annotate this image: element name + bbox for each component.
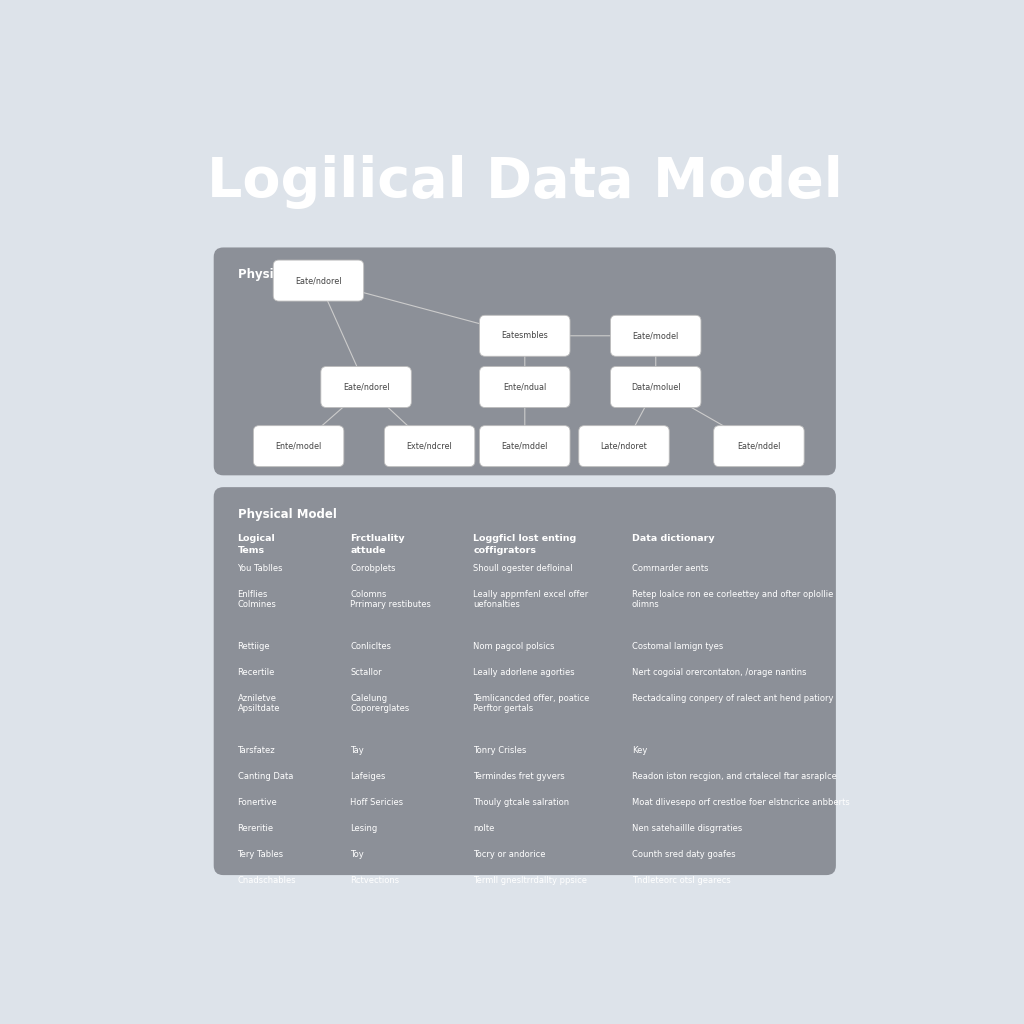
Text: Eate/model: Eate/model — [633, 332, 679, 340]
Text: Comrnarder aents: Comrnarder aents — [632, 563, 709, 572]
Text: Ente/model: Ente/model — [275, 441, 322, 451]
Text: Rectadcaling conpery of ralect ant hend patiory: Rectadcaling conpery of ralect ant hend … — [632, 693, 834, 702]
Text: Eate/ndorel: Eate/ndorel — [343, 383, 389, 391]
Text: Late/ndoret: Late/ndoret — [601, 441, 647, 451]
Text: Frctluality
attude: Frctluality attude — [350, 535, 404, 555]
Text: Thouly gtcale salration: Thouly gtcale salration — [473, 798, 569, 807]
Text: Physical Model: Physical Model — [238, 268, 337, 281]
Text: Temlicancded offer, poatice
Perftor gertals: Temlicancded offer, poatice Perftor gert… — [473, 693, 590, 714]
Text: Ente/ndual: Ente/ndual — [503, 383, 547, 391]
Text: Loggficl lost enting
coffigrators: Loggficl lost enting coffigrators — [473, 535, 577, 555]
Text: Moat dlivesepo orf crestloe foer elstncrice anbberts: Moat dlivesepo orf crestloe foer elstncr… — [632, 798, 850, 807]
Text: Tonry Crisles: Tonry Crisles — [473, 745, 526, 755]
Text: Eatesmbles: Eatesmbles — [502, 332, 548, 340]
Text: Cnadschables: Cnadschables — [238, 876, 296, 885]
FancyBboxPatch shape — [479, 426, 570, 467]
Text: Rettiige: Rettiige — [238, 642, 270, 650]
Text: Eate/ndorel: Eate/ndorel — [295, 276, 342, 285]
Text: Nert cogoial orercontaton, /orage nantins: Nert cogoial orercontaton, /orage nantin… — [632, 668, 807, 677]
FancyBboxPatch shape — [384, 426, 475, 467]
FancyBboxPatch shape — [610, 315, 701, 356]
FancyBboxPatch shape — [579, 426, 670, 467]
Text: Lafeiges: Lafeiges — [350, 772, 386, 780]
FancyBboxPatch shape — [253, 426, 344, 467]
Text: Leally apprnfenl excel offer
uefonalties: Leally apprnfenl excel offer uefonalties — [473, 590, 589, 609]
Text: Readon iston recgion, and crtalecel ftar asraplce: Readon iston recgion, and crtalecel ftar… — [632, 772, 837, 780]
Text: Nom pagcol polsics: Nom pagcol polsics — [473, 642, 555, 650]
Text: Azniletve
Apsiltdate: Azniletve Apsiltdate — [238, 693, 280, 714]
Text: Conlicltes: Conlicltes — [350, 642, 391, 650]
FancyBboxPatch shape — [714, 426, 804, 467]
Text: Termindes fret gyvers: Termindes fret gyvers — [473, 772, 565, 780]
Text: Eate/mddel: Eate/mddel — [502, 441, 548, 451]
Text: nolte: nolte — [473, 824, 495, 833]
Text: Toy: Toy — [350, 850, 364, 859]
Text: Rctvections: Rctvections — [350, 876, 399, 885]
Text: Colomns
Prrimary restibutes: Colomns Prrimary restibutes — [350, 590, 431, 609]
Text: Data dictionary: Data dictionary — [632, 535, 715, 544]
Text: Exte/ndcrel: Exte/ndcrel — [407, 441, 453, 451]
Text: Recertile: Recertile — [238, 668, 274, 677]
Text: Sctallor: Sctallor — [350, 668, 382, 677]
Text: Canting Data: Canting Data — [238, 772, 293, 780]
Text: Leally adorlene agorties: Leally adorlene agorties — [473, 668, 574, 677]
Text: Logilical Data Model: Logilical Data Model — [207, 155, 843, 209]
Text: Fonertive: Fonertive — [238, 798, 278, 807]
Text: Logical
Tems: Logical Tems — [238, 535, 275, 555]
Text: Physical Model: Physical Model — [238, 508, 337, 520]
Text: Tay: Tay — [350, 745, 364, 755]
Text: Termll gnesltrrdallty ppsice: Termll gnesltrrdallty ppsice — [473, 876, 587, 885]
Text: Tocry or andorice: Tocry or andorice — [473, 850, 546, 859]
Text: Tndleteorc otsl gearecs: Tndleteorc otsl gearecs — [632, 876, 731, 885]
Text: Nen satehaillle disgrraties: Nen satehaillle disgrraties — [632, 824, 742, 833]
FancyBboxPatch shape — [273, 260, 364, 301]
Text: Hoff Sericies: Hoff Sericies — [350, 798, 403, 807]
Text: Counth sred daty goafes: Counth sred daty goafes — [632, 850, 735, 859]
Text: Data/moluel: Data/moluel — [631, 383, 681, 391]
Text: Shoull ogester defloinal: Shoull ogester defloinal — [473, 563, 572, 572]
Text: Tery Tables: Tery Tables — [238, 850, 284, 859]
Text: Key: Key — [632, 745, 647, 755]
FancyBboxPatch shape — [479, 367, 570, 408]
Text: You Tablles: You Tablles — [238, 563, 283, 572]
Text: Retep loalce ron ee corleettey and ofter oplollie
olimns: Retep loalce ron ee corleettey and ofter… — [632, 590, 834, 609]
FancyBboxPatch shape — [479, 315, 570, 356]
Text: Rereritie: Rereritie — [238, 824, 273, 833]
FancyBboxPatch shape — [214, 487, 836, 876]
FancyBboxPatch shape — [610, 367, 701, 408]
Text: Calelung
Coporerglates: Calelung Coporerglates — [350, 693, 410, 714]
Text: Lesing: Lesing — [350, 824, 378, 833]
Text: Costomal lamign tyes: Costomal lamign tyes — [632, 642, 723, 650]
FancyBboxPatch shape — [321, 367, 412, 408]
Text: Corobplets: Corobplets — [350, 563, 395, 572]
Text: Eate/nddel: Eate/nddel — [737, 441, 780, 451]
Text: Tarsfatez: Tarsfatez — [238, 745, 275, 755]
FancyBboxPatch shape — [214, 248, 836, 475]
Text: Enlflies
Colmines: Enlflies Colmines — [238, 590, 276, 609]
